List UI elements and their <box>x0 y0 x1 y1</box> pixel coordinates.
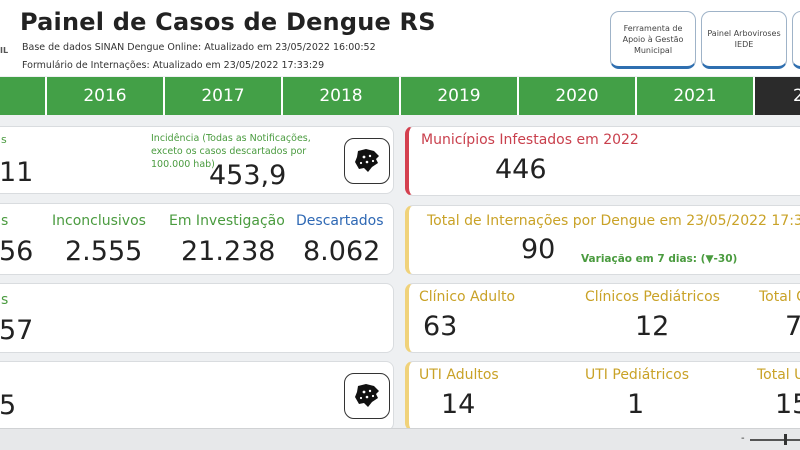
notificacoes-value: 11 <box>0 157 34 188</box>
painel-arboviroses-button[interactable]: Painel Arboviroses IEDE <box>701 11 787 69</box>
clinicos-card: Clínico Adulto 63 Clínicos Pediátricos 1… <box>405 283 800 353</box>
classificacao-card: s 56 Inconclusivos 2.555 Em Investigação… <box>0 203 394 275</box>
total-uti-value: 15 <box>775 389 800 420</box>
uti-pediatricos-label: UTI Pediátricos <box>585 367 689 383</box>
tab-year-2020[interactable]: 2020 <box>519 77 637 115</box>
header: IL Painel de Casos de Dengue RS Base de … <box>0 0 800 76</box>
municipios-casos-value: 5 <box>0 390 17 421</box>
tab-year-2015[interactable]: 5 <box>0 77 47 115</box>
total-clinicos-value: 7 <box>785 311 800 342</box>
zoom-slider-handle[interactable] <box>784 434 787 445</box>
incidencia-label: Incidência (Todas as Notificações, excet… <box>151 133 311 170</box>
inconclusivos-value: 2.555 <box>65 236 143 267</box>
clinicos-pediatricos-value: 12 <box>635 311 670 342</box>
tab-year-2022[interactable]: 2 <box>755 77 800 115</box>
obitos-value: 57 <box>0 315 34 346</box>
internacoes-label: Total de Internações por Dengue em 23/05… <box>427 213 800 229</box>
municipios-infestados-label: Municípios Infestados em 2022 <box>421 132 639 148</box>
zoom-out-icon[interactable]: - <box>741 433 745 444</box>
municipios-casos-card: 5 <box>0 361 394 431</box>
clinico-adulto-value: 63 <box>423 311 458 342</box>
confirmados-label: s <box>1 213 9 229</box>
municipios-infestados-card: Municípios Infestados em 2022 446 <box>405 126 800 196</box>
sinan-updated-text: Base de dados SINAN Dengue Online: Atual… <box>22 42 376 53</box>
tab-year-2018[interactable]: 2018 <box>283 77 401 115</box>
clinicos-pediatricos-label: Clínicos Pediátricos <box>585 289 720 305</box>
confirmados-value: 56 <box>0 236 34 267</box>
total-clinicos-label: Total Cl <box>759 289 800 305</box>
zoom-slider[interactable] <box>750 439 800 441</box>
internacoes-card: Total de Internações por Dengue em 23/05… <box>405 205 800 275</box>
uti-adultos-label: UTI Adultos <box>419 367 499 383</box>
clinico-adulto-label: Clínico Adulto <box>419 289 516 305</box>
notificacoes-label: s <box>1 133 7 146</box>
variacao-7-dias: Variação em 7 dias: (▼-30) <box>581 253 738 265</box>
investigacao-value: 21.238 <box>181 236 276 267</box>
bottom-status-bar: - <box>0 428 800 450</box>
internacoes-updated-text: Formulário de Internações: Atualizado em… <box>22 60 325 71</box>
tab-year-2019[interactable]: 2019 <box>401 77 519 115</box>
uti-adultos-value: 14 <box>441 389 476 420</box>
uti-pediatricos-value: 1 <box>627 389 645 420</box>
year-tabs: 5 2016 2017 2018 2019 2020 2021 2 <box>0 77 800 115</box>
investigacao-label: Em Investigação <box>169 213 285 229</box>
tab-year-2017[interactable]: 2017 <box>165 77 283 115</box>
ferramenta-gestao-button[interactable]: Ferramenta de Apoio à Gestão Municipal <box>610 11 696 69</box>
tab-year-2021[interactable]: 2021 <box>637 77 755 115</box>
descartados-label: Descartados <box>296 213 384 229</box>
total-uti-label: Total U <box>757 367 800 383</box>
internacoes-value: 90 <box>521 234 556 265</box>
rs-map-icon[interactable] <box>344 373 390 419</box>
header-button-3[interactable] <box>792 11 800 69</box>
descartados-value: 8.062 <box>303 236 381 267</box>
inconclusivos-label: Inconclusivos <box>52 213 146 229</box>
logo-fragment: IL <box>0 46 9 55</box>
incidencia-value: 453,9 <box>209 160 287 191</box>
tab-year-2016[interactable]: 2016 <box>47 77 165 115</box>
uti-card: UTI Adultos 14 UTI Pediátricos 1 Total U… <box>405 361 800 431</box>
notificacoes-card: s 11 Incidência (Todas as Notificações, … <box>0 126 394 194</box>
obitos-card: s 57 <box>0 283 394 353</box>
municipios-infestados-value: 446 <box>495 154 547 185</box>
page-title: Painel de Casos de Dengue RS <box>20 8 436 36</box>
rs-map-icon[interactable] <box>344 138 390 184</box>
obitos-label: s <box>1 292 9 308</box>
